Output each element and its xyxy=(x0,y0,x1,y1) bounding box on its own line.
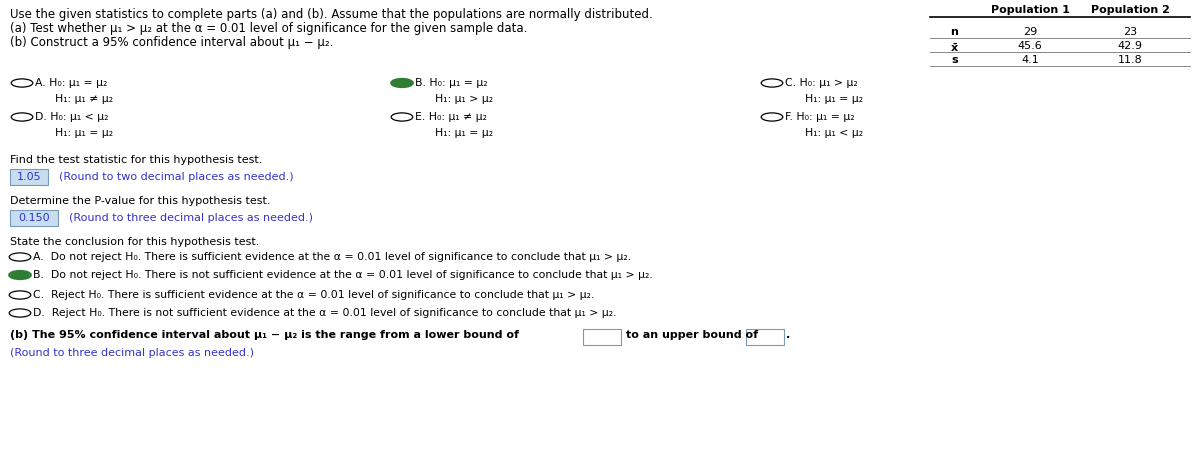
Text: to an upper bound of: to an upper bound of xyxy=(626,329,758,339)
Text: H₁: μ₁ < μ₂: H₁: μ₁ < μ₂ xyxy=(805,128,863,138)
Text: 4.1: 4.1 xyxy=(1021,55,1039,65)
Text: Use the given statistics to complete parts (a) and (b). Assume that the populati: Use the given statistics to complete par… xyxy=(10,8,653,21)
Text: State the conclusion for this hypothesis test.: State the conclusion for this hypothesis… xyxy=(10,237,259,247)
Text: $\mathbf{\bar{x}}$: $\mathbf{\bar{x}}$ xyxy=(950,41,960,54)
Text: C. H₀: μ₁ > μ₂: C. H₀: μ₁ > μ₂ xyxy=(785,78,858,88)
Text: H₁: μ₁ ≠ μ₂: H₁: μ₁ ≠ μ₂ xyxy=(55,94,113,104)
Text: Population 2: Population 2 xyxy=(1091,5,1170,15)
Text: .: . xyxy=(786,329,791,339)
Text: C.  Reject H₀. There is sufficient evidence at the α = 0.01 level of significanc: C. Reject H₀. There is sufficient eviden… xyxy=(34,289,594,299)
Text: Find the test statistic for this hypothesis test.: Find the test statistic for this hypothe… xyxy=(10,155,263,165)
Text: 45.6: 45.6 xyxy=(1018,41,1043,51)
Text: (b) The 95% confidence interval about μ₁ − μ₂ is the range from a lower bound of: (b) The 95% confidence interval about μ₁… xyxy=(10,329,520,339)
Text: 1.05: 1.05 xyxy=(17,172,41,182)
Text: B.  Do not reject H₀. There is not sufficient evidence at the α = 0.01 level of : B. Do not reject H₀. There is not suffic… xyxy=(34,269,653,279)
Text: Determine the P-value for this hypothesis test.: Determine the P-value for this hypothesi… xyxy=(10,196,270,206)
Text: (Round to three decimal places as needed.): (Round to three decimal places as needed… xyxy=(62,212,313,222)
Text: (a) Test whether μ₁ > μ₂ at the α = 0.01 level of significance for the given sam: (a) Test whether μ₁ > μ₂ at the α = 0.01… xyxy=(10,22,527,35)
Text: D.  Reject H₀. There is not sufficient evidence at the α = 0.01 level of signifi: D. Reject H₀. There is not sufficient ev… xyxy=(34,307,617,317)
Text: $\mathbf{n}$: $\mathbf{n}$ xyxy=(950,27,960,37)
Text: 11.8: 11.8 xyxy=(1117,55,1142,65)
Text: 29: 29 xyxy=(1022,27,1037,37)
Text: (b) Construct a 95% confidence interval about μ₁ − μ₂.: (b) Construct a 95% confidence interval … xyxy=(10,36,334,49)
Text: A. H₀: μ₁ = μ₂: A. H₀: μ₁ = μ₂ xyxy=(35,78,107,88)
Text: F. H₀: μ₁ = μ₂: F. H₀: μ₁ = μ₂ xyxy=(785,112,854,122)
Text: A.  Do not reject H₀. There is sufficient evidence at the α = 0.01 level of sign: A. Do not reject H₀. There is sufficient… xyxy=(34,252,631,262)
Text: $\mathbf{s}$: $\mathbf{s}$ xyxy=(950,55,959,65)
Text: 23: 23 xyxy=(1123,27,1138,37)
Text: H₁: μ₁ = μ₂: H₁: μ₁ = μ₂ xyxy=(805,94,863,104)
Text: E. H₀: μ₁ ≠ μ₂: E. H₀: μ₁ ≠ μ₂ xyxy=(415,112,487,122)
Text: H₁: μ₁ = μ₂: H₁: μ₁ = μ₂ xyxy=(55,128,113,138)
Text: H₁: μ₁ = μ₂: H₁: μ₁ = μ₂ xyxy=(436,128,493,138)
Text: 0.150: 0.150 xyxy=(18,212,50,222)
Text: Population 1: Population 1 xyxy=(990,5,1069,15)
Text: H₁: μ₁ > μ₂: H₁: μ₁ > μ₂ xyxy=(436,94,493,104)
Text: (Round to two decimal places as needed.): (Round to two decimal places as needed.) xyxy=(52,172,294,182)
Text: B. H₀: μ₁ = μ₂: B. H₀: μ₁ = μ₂ xyxy=(415,78,487,88)
Text: 42.9: 42.9 xyxy=(1117,41,1142,51)
Text: D. H₀: μ₁ < μ₂: D. H₀: μ₁ < μ₂ xyxy=(35,112,108,122)
Text: (Round to three decimal places as needed.): (Round to three decimal places as needed… xyxy=(10,347,254,357)
